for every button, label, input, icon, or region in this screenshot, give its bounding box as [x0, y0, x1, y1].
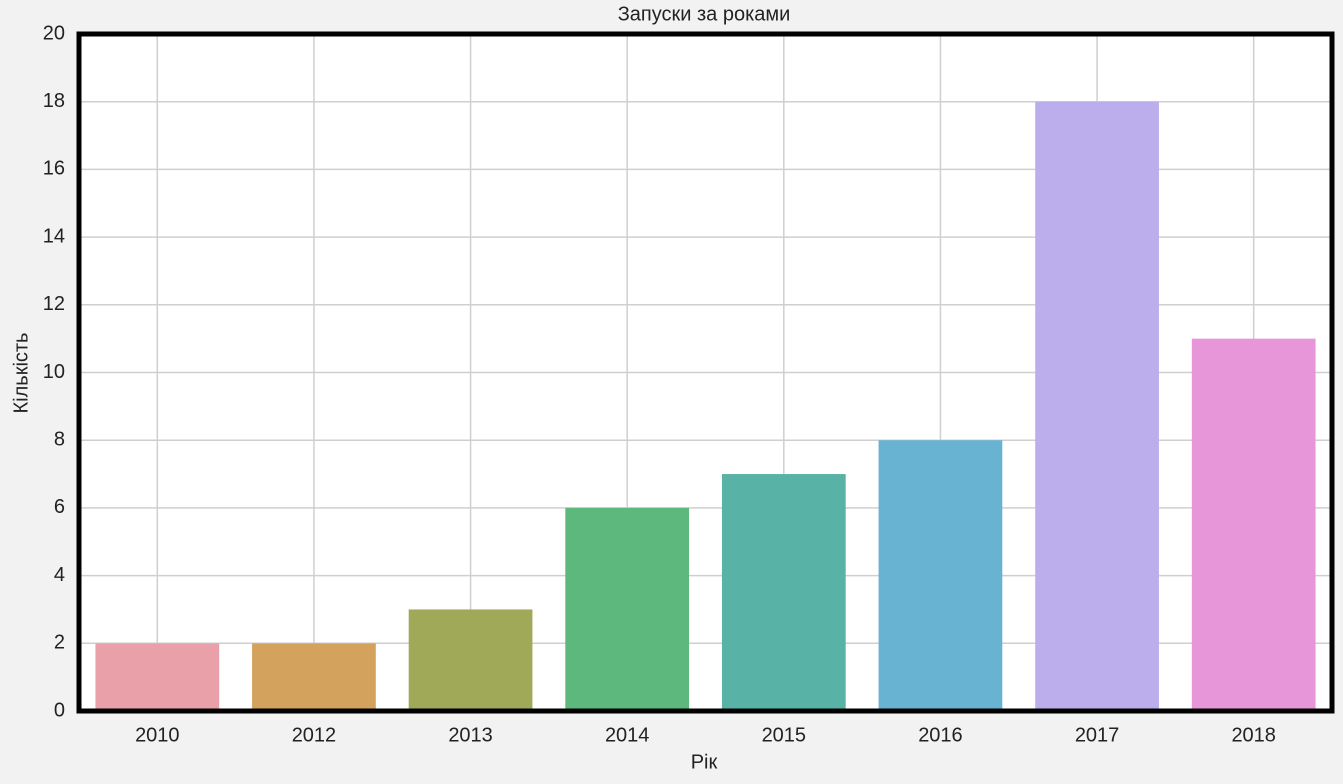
plot-content — [79, 33, 1332, 712]
y-tick-label: 2 — [54, 632, 65, 654]
y-tick-label: 16 — [43, 158, 65, 180]
bar — [721, 474, 846, 711]
y-tick-label: 4 — [54, 564, 65, 586]
bar — [878, 440, 1003, 711]
x-tick-label: 2014 — [605, 724, 650, 746]
x-tick-label: 2018 — [1231, 724, 1276, 746]
plot-frame — [76, 31, 1335, 714]
y-tick-label: 6 — [54, 496, 65, 518]
y-tick-label: 12 — [43, 293, 65, 315]
x-tick-label: 2016 — [918, 724, 963, 746]
bar — [1191, 338, 1316, 711]
chart-title: Запуски за роками — [618, 3, 791, 25]
x-tick-label: 2010 — [135, 724, 180, 746]
y-tick-label: 8 — [54, 428, 65, 450]
x-tick-label: 2013 — [448, 724, 493, 746]
y-tick-label: 14 — [43, 225, 65, 247]
y-tick-label: 18 — [43, 90, 65, 112]
y-tick-label: 20 — [43, 22, 65, 44]
bar — [565, 507, 690, 711]
y-tick-label: 10 — [43, 361, 65, 383]
bar — [252, 643, 376, 711]
x-tick-label: 2015 — [762, 724, 807, 746]
bar — [95, 643, 220, 711]
bar — [1035, 101, 1159, 711]
x-tick-label: 2012 — [292, 724, 337, 746]
y-axis-label: Кількість — [10, 333, 32, 414]
bar — [408, 609, 533, 711]
y-tick-label: 0 — [54, 699, 65, 721]
x-axis-label: Рік — [691, 751, 718, 773]
x-tick-label: 2017 — [1075, 724, 1120, 746]
